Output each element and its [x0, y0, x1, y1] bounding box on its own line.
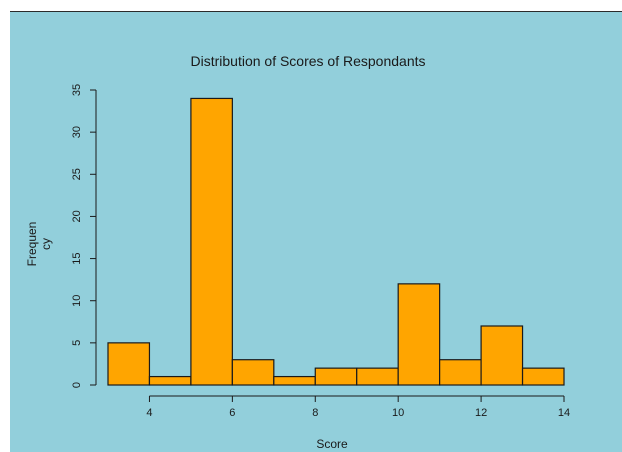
- histogram-chart: Distribution of Scores of Respondants Fr…: [10, 12, 622, 452]
- plot-panel: Distribution of Scores of Respondants Fr…: [10, 11, 622, 452]
- x-tick-label: 10: [392, 407, 404, 419]
- histogram-bar-6: [314, 367, 358, 386]
- y-tick-label: 20: [71, 210, 83, 222]
- y-tick-label: 0: [71, 382, 83, 388]
- histogram-bar-3: [190, 97, 233, 386]
- histogram-bar-7: [356, 367, 399, 386]
- y-tick-label: 10: [71, 295, 83, 307]
- histogram-bar-8: [397, 283, 441, 386]
- y-axis-label: Frequen cy: [25, 222, 53, 267]
- x-tick-label: 8: [312, 407, 318, 419]
- x-axis-label: Score: [316, 437, 348, 451]
- y-tick-label: 25: [71, 168, 83, 180]
- plot-background: [10, 12, 622, 452]
- histogram-bar-2: [148, 375, 192, 386]
- x-tick-label: 14: [558, 407, 570, 419]
- histogram-bar-11: [521, 367, 565, 386]
- y-tick-label: 30: [71, 126, 83, 138]
- histogram-bar-10: [480, 325, 524, 386]
- histogram-bar-5: [273, 375, 316, 386]
- x-axis: 4 6 8 10 12 14: [146, 395, 570, 419]
- x-tick-label: 4: [146, 407, 152, 419]
- y-tick-label: 35: [71, 84, 83, 96]
- histogram-bar-4: [231, 359, 275, 386]
- chart-title: Distribution of Scores of Respondants: [190, 53, 425, 69]
- histogram-bar-9: [439, 359, 482, 386]
- y-axis-label-line: Frequen: [25, 222, 39, 267]
- y-tick-label: 5: [71, 340, 83, 346]
- histogram-bar-1: [107, 342, 151, 386]
- y-axis-label-line: cy: [39, 238, 53, 250]
- bars-group: [107, 97, 565, 386]
- y-axis: 0 5 10 15 20 25 30 35: [71, 84, 97, 388]
- x-tick-label: 12: [475, 407, 487, 419]
- x-tick-label: 6: [229, 407, 235, 419]
- y-tick-label: 15: [71, 252, 83, 264]
